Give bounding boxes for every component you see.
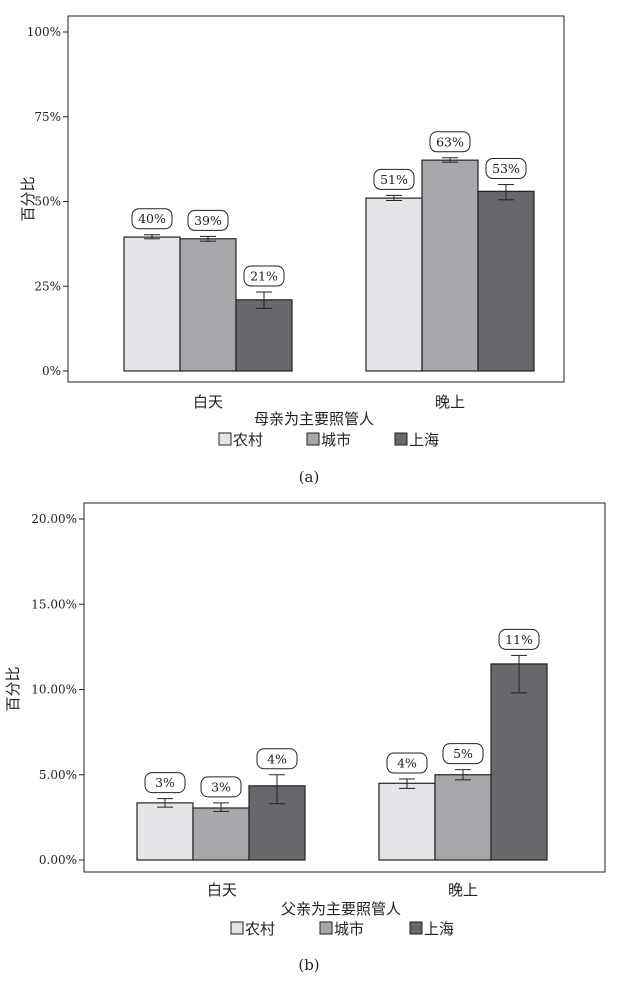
legend-label-urban: 城市 — [334, 920, 364, 938]
category-label: 晚上 — [448, 881, 478, 899]
data-label-box — [200, 776, 242, 798]
data-label-text: 40% — [138, 211, 166, 226]
data-label-text: 4% — [267, 751, 287, 766]
data-label-box — [187, 209, 229, 231]
data-label-box — [243, 265, 285, 287]
legend-label-shanghai: 上海 — [424, 920, 454, 938]
error-bar — [455, 769, 471, 781]
legend-label-rural: 农村 — [233, 431, 263, 449]
figure-caption: (a) — [299, 468, 320, 486]
x-axis-title: 母亲为主要照管人 — [254, 410, 374, 428]
legend-swatch-shanghai — [409, 921, 423, 935]
legend: 农村 城市 上海 — [218, 431, 439, 449]
bar — [434, 774, 492, 861]
error-bar — [511, 654, 527, 694]
data-label: 39% — [187, 209, 229, 231]
data-label: 21% — [243, 265, 285, 287]
data-label: 4% — [386, 752, 428, 774]
legend-label-rural: 农村 — [245, 920, 275, 938]
data-label-box — [485, 158, 527, 180]
error-bar — [386, 194, 402, 201]
data-label: 53% — [485, 158, 527, 180]
y-tick-label: 100% — [27, 25, 61, 39]
bar — [192, 807, 250, 861]
error-bar — [213, 802, 229, 812]
legend: 农村 城市 上海 — [230, 920, 454, 938]
data-label: 3% — [144, 772, 186, 794]
bar — [235, 299, 293, 372]
error-bar — [498, 184, 514, 201]
category-label: 白天 — [207, 881, 237, 899]
legend-swatch-urban — [319, 921, 333, 935]
data-label-text: 11% — [505, 632, 533, 647]
legend-swatch-rural — [230, 921, 244, 935]
legend-swatch-rural — [218, 432, 232, 446]
data-label-text: 3% — [211, 779, 231, 794]
data-label: 51% — [373, 168, 415, 190]
data-label-text: 39% — [194, 213, 222, 228]
data-label: 5% — [442, 743, 484, 765]
error-bar — [144, 234, 160, 240]
bar — [477, 190, 535, 372]
y-tick-label: 15.00% — [31, 597, 77, 611]
data-label-text: 21% — [250, 269, 278, 284]
legend-swatch-urban — [306, 432, 320, 446]
data-label-text: 53% — [492, 161, 520, 176]
y-axis-title: 百分比 — [4, 666, 22, 711]
data-label-box — [442, 743, 484, 765]
y-tick-label: 25% — [34, 279, 61, 293]
error-bar — [157, 798, 173, 808]
data-label: 11% — [498, 628, 540, 650]
data-label-text: 5% — [453, 746, 473, 761]
plot-frame — [83, 502, 606, 873]
data-label-text: 4% — [397, 756, 417, 771]
bar — [378, 782, 436, 861]
y-tick-label: 5.00% — [39, 768, 77, 782]
data-label-box — [256, 748, 298, 770]
data-label-box — [498, 628, 540, 650]
data-label: 4% — [256, 748, 298, 770]
data-label: 63% — [429, 131, 471, 153]
data-label-box — [373, 168, 415, 190]
data-label-text: 3% — [155, 775, 175, 790]
y-tick-label: 50% — [34, 195, 61, 209]
legend-label-shanghai: 上海 — [409, 431, 439, 449]
category-label: 白天 — [193, 393, 223, 411]
bar — [490, 663, 548, 861]
y-tick-label: 10.00% — [31, 683, 77, 697]
plot-frame — [67, 15, 565, 383]
y-tick-label: 0.00% — [39, 853, 77, 867]
bar — [123, 236, 181, 372]
chart-a: 百分比 0% 25% 50% 75% 100% 40% 39% 21% 51% 63% 53% 白… — [19, 15, 565, 486]
bar — [179, 238, 237, 372]
data-label: 3% — [200, 776, 242, 798]
y-tick-label: 20.00% — [31, 512, 77, 526]
category-label: 晚上 — [435, 393, 465, 411]
data-label: 40% — [131, 208, 173, 230]
data-label-box — [429, 131, 471, 153]
data-label-text: 63% — [436, 134, 464, 149]
chart-b: 百分比 0.00% 5.00% 10.00% 15.00% 20.00% 3% 3% 4% 4… — [4, 502, 606, 974]
bar — [421, 159, 479, 372]
figure-caption: (b) — [298, 956, 319, 974]
data-label-text: 51% — [380, 172, 408, 187]
error-bar — [442, 157, 458, 163]
y-tick-label: 0% — [42, 364, 61, 378]
data-label-box — [386, 752, 428, 774]
error-bar — [256, 291, 272, 309]
error-bar — [399, 778, 415, 789]
error-bar — [269, 774, 285, 805]
y-axis-title: 百分比 — [19, 176, 37, 221]
bar — [136, 802, 194, 861]
legend-label-urban: 城市 — [321, 431, 351, 449]
bar — [365, 197, 423, 372]
data-label-box — [144, 772, 186, 794]
y-tick-label: 75% — [34, 110, 61, 124]
x-axis-title: 父亲为主要照管人 — [281, 900, 401, 918]
data-label-box — [131, 208, 173, 230]
legend-swatch-shanghai — [394, 432, 408, 446]
error-bar — [200, 235, 216, 242]
